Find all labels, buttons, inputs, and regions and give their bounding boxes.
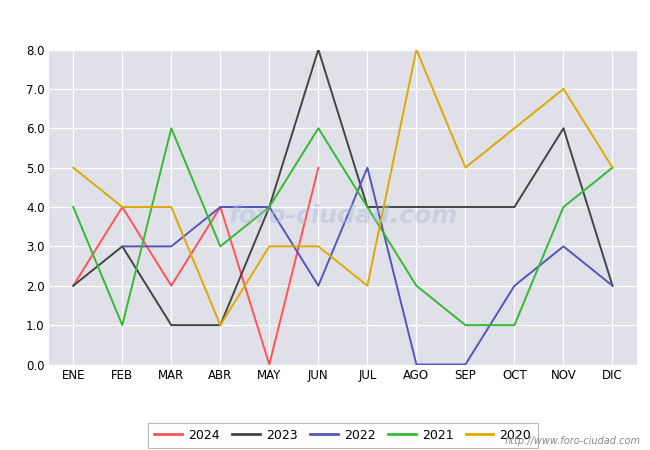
Text: http://www.foro-ciudad.com: http://www.foro-ciudad.com bbox=[504, 436, 640, 446]
Legend: 2024, 2023, 2022, 2021, 2020: 2024, 2023, 2022, 2021, 2020 bbox=[148, 423, 538, 448]
Text: foro-ciudad.com: foro-ciudad.com bbox=[228, 204, 458, 229]
Text: Matriculaciones de Vehiculos en Terradillos: Matriculaciones de Vehiculos en Terradil… bbox=[129, 12, 521, 27]
